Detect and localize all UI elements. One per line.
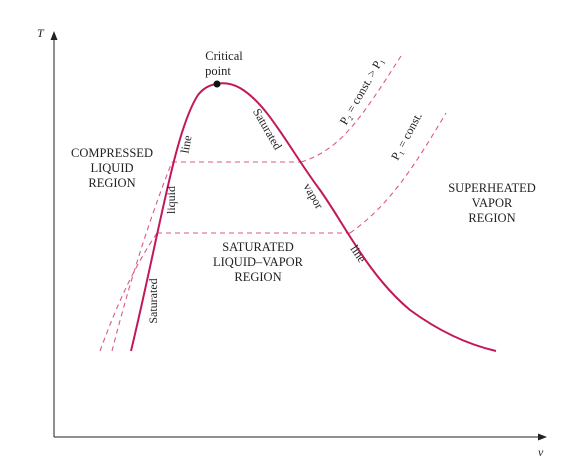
compressed-line2: LIQUID	[90, 161, 133, 175]
p2-isobar-vapor	[300, 55, 402, 163]
y-axis-label: T	[37, 26, 45, 40]
p1-isobar-vapor	[349, 112, 447, 234]
compressed-liquid-region-label: COMPRESSED LIQUID REGION	[71, 146, 153, 190]
sat-liquid-label-3: line	[178, 134, 195, 154]
critical-point-marker	[213, 80, 221, 88]
superheated-line3: REGION	[468, 211, 515, 225]
compressed-line1: COMPRESSED	[71, 146, 153, 160]
saturation-dome	[130, 82, 497, 352]
sat-liquid-label-1: Saturated	[146, 278, 160, 323]
p1-isobar-liquid	[99, 232, 158, 352]
p2-label: P₂ = const. > P₁	[337, 55, 387, 127]
critical-point-label-line1: Critical	[205, 49, 243, 63]
axes: T v	[37, 26, 547, 459]
critical-point-label-line2: point	[205, 64, 231, 78]
p2-isobar-liquid	[111, 161, 173, 352]
compressed-line3: REGION	[88, 176, 135, 190]
saturated-mixture-region-label: SATURATED LIQUID–VAPOR REGION	[213, 240, 304, 284]
x-axis-label: v	[538, 445, 544, 459]
p1-label: P₁ = const.	[388, 110, 425, 162]
x-axis-arrow	[538, 433, 547, 441]
superheated-line1: SUPERHEATED	[448, 181, 536, 195]
y-axis-arrow	[50, 31, 58, 40]
constant-pressure-lines	[99, 55, 447, 352]
sat-liquid-label-2: liquid	[164, 186, 178, 214]
superheated-region-label: SUPERHEATED VAPOR REGION	[448, 181, 536, 225]
saturated-mix-line2: LIQUID–VAPOR	[213, 255, 304, 269]
saturated-mix-line1: SATURATED	[222, 240, 294, 254]
sat-vapor-label-2: vapor	[301, 181, 327, 212]
superheated-line2: VAPOR	[472, 196, 513, 210]
saturated-mix-line3: REGION	[234, 270, 281, 284]
